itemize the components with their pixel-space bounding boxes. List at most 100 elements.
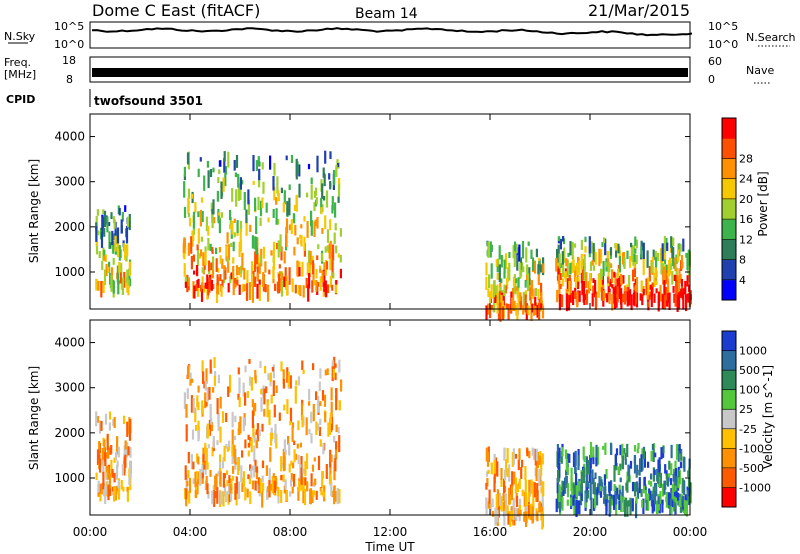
echo-point (327, 284, 330, 294)
echo-point (262, 482, 265, 492)
echo-point (120, 219, 123, 234)
echo-point (650, 294, 653, 308)
echo-point (239, 240, 243, 252)
echo-point (187, 197, 190, 214)
echo-point (258, 263, 261, 274)
echo-point (317, 244, 320, 250)
echo-point (127, 446, 130, 456)
echo-point (242, 417, 245, 432)
echo-point (107, 446, 110, 459)
echo-point (119, 272, 122, 284)
echo-point (227, 282, 230, 293)
echo-point (234, 483, 237, 500)
echo-point (575, 481, 578, 497)
echo-point (289, 375, 292, 389)
echo-point (600, 479, 603, 492)
echo-point (620, 277, 623, 285)
echo-point (522, 304, 525, 315)
echo-point (618, 256, 621, 273)
echo-point (636, 464, 639, 475)
echo-point (655, 500, 659, 515)
echo-point (317, 395, 320, 413)
echo-point (207, 170, 210, 189)
echo-point (319, 439, 322, 447)
echo-point (335, 424, 338, 432)
echo-point (330, 401, 333, 420)
echo-point (297, 487, 300, 501)
echo-point (577, 256, 580, 264)
y-tick-label: 2000 (54, 426, 85, 440)
echo-point (557, 469, 560, 483)
echo-point (215, 258, 218, 272)
echo-point (229, 483, 232, 494)
echo-point (310, 184, 313, 200)
echo-point (305, 453, 309, 469)
echo-point (125, 225, 129, 244)
echo-point (234, 172, 237, 178)
echo-point (109, 242, 112, 249)
echo-point (206, 387, 209, 402)
echo-point (500, 468, 503, 480)
echo-point (312, 363, 315, 371)
echo-point (329, 275, 332, 288)
echo-point (96, 416, 100, 423)
echo-point (219, 396, 222, 409)
echo-point (657, 253, 660, 261)
echo-point (211, 246, 214, 252)
echo-point (195, 265, 199, 276)
echo-point (289, 407, 293, 423)
echo-point (315, 269, 318, 279)
echo-point (212, 436, 215, 449)
echo-point (645, 499, 648, 511)
echo-point (238, 481, 241, 500)
echo-point (213, 357, 216, 368)
echo-point (329, 256, 332, 271)
echo-point (206, 483, 209, 495)
echo-point (192, 397, 195, 414)
echo-point (116, 248, 120, 258)
echo-point (633, 259, 636, 277)
echo-point (108, 222, 111, 226)
echo-point (335, 167, 338, 177)
echo-point (227, 490, 230, 505)
echo-point (218, 247, 221, 253)
echo-point (536, 304, 539, 318)
echo-point (538, 468, 541, 487)
echo-point (580, 239, 583, 250)
echo-point (675, 468, 678, 484)
echo-point (207, 225, 210, 236)
echo-point (562, 260, 565, 278)
echo-point (297, 285, 300, 295)
echo-point (608, 481, 611, 496)
echo-point (618, 466, 621, 475)
echo-point (623, 291, 626, 305)
echo-point (188, 477, 192, 493)
echo-point (649, 291, 652, 300)
echo-point (208, 387, 211, 400)
echo-point (560, 486, 563, 494)
echo-point (274, 423, 277, 438)
echo-point (594, 279, 597, 298)
echo-point (243, 284, 246, 292)
echo-point (212, 167, 215, 173)
echo-point (225, 444, 228, 449)
echo-point (204, 249, 207, 266)
echo-point (561, 447, 564, 457)
echo-point (280, 280, 284, 297)
echo-point (95, 411, 98, 427)
echo-point (641, 499, 644, 508)
echo-point (251, 235, 254, 249)
echo-point (222, 491, 225, 507)
echo-point (335, 165, 338, 170)
echo-point (256, 485, 259, 492)
echo-point (317, 455, 321, 471)
echo-point (124, 205, 127, 212)
echo-point (212, 199, 215, 215)
echo-point (626, 291, 629, 302)
echo-point (104, 254, 107, 262)
echo-point (524, 280, 527, 288)
echo-point (248, 474, 251, 485)
echo-point (95, 226, 98, 242)
echo-point (209, 243, 212, 251)
echo-point (682, 500, 685, 509)
